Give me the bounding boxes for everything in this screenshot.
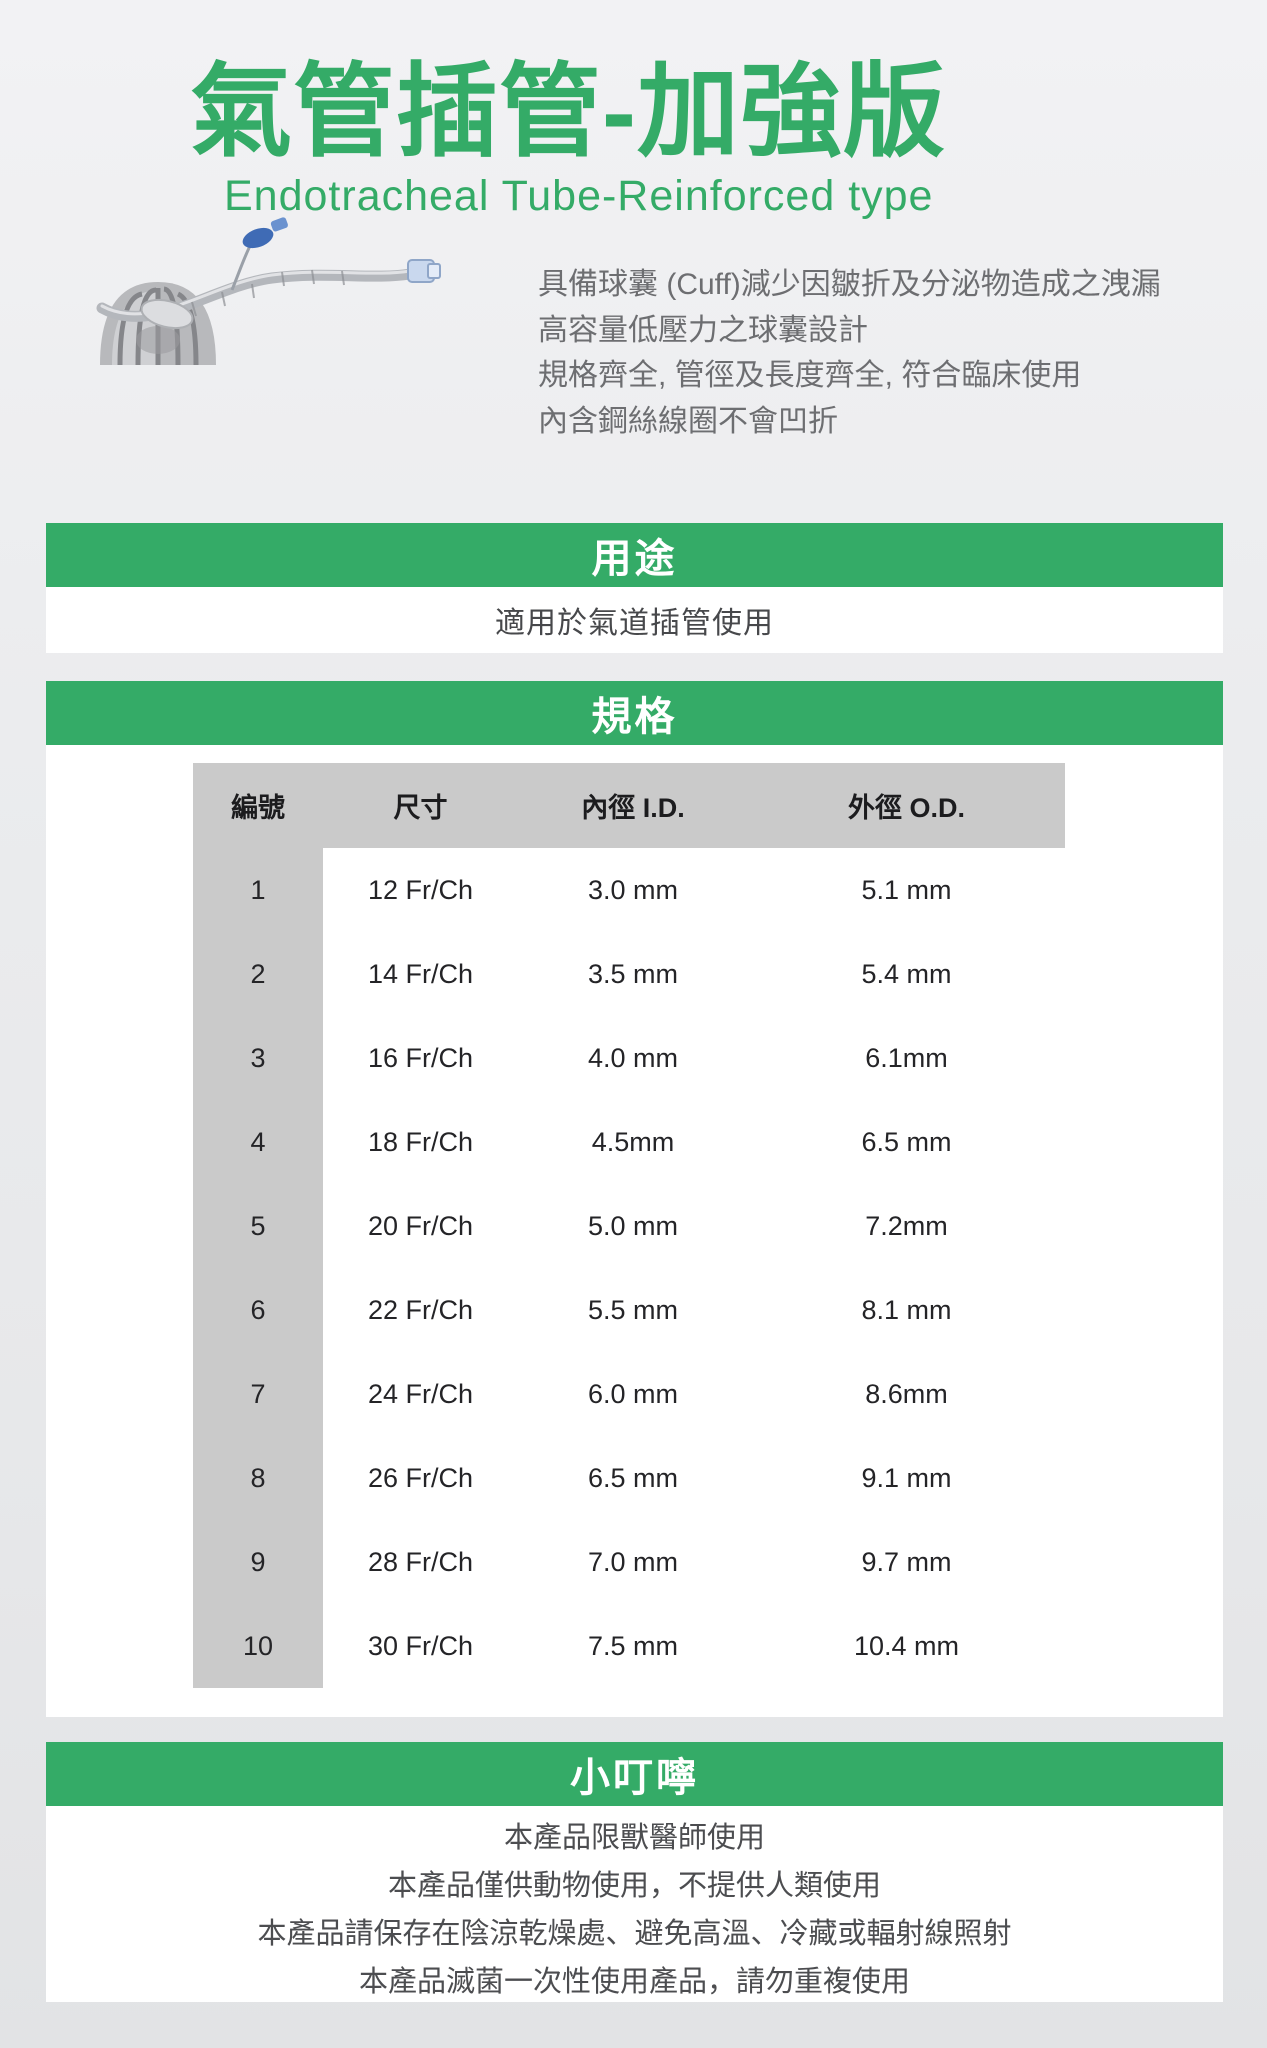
spec-table-header-row: 編號 尺寸 內徑 I.D. 外徑 O.D. bbox=[193, 763, 1065, 848]
feature-line: 具備球囊 (Cuff)減少因皺折及分泌物造成之洩漏 bbox=[538, 268, 1161, 301]
table-row: 10 30 Fr/Ch 7.5 mm 10.4 mm bbox=[193, 1604, 1065, 1688]
column-header: 尺寸 bbox=[393, 793, 448, 823]
note-line: 本產品限獸醫師使用 bbox=[503, 1822, 765, 1854]
note-line: 本產品請保存在陰涼乾燥處、避免高溫、冷藏或輻射線照射 bbox=[257, 1918, 1012, 1950]
table-cell: 5.1 mm bbox=[861, 874, 952, 905]
table-cell: 8 bbox=[193, 1436, 323, 1520]
endotracheal-tube-icon bbox=[96, 217, 441, 330]
table-cell: 5.0 mm bbox=[587, 1210, 679, 1241]
feature-list: 具備球囊 (Cuff)減少因皺折及分泌物造成之洩漏 高容量低壓力之球囊設計 規格… bbox=[538, 262, 1198, 444]
table-cell: 2 bbox=[193, 932, 323, 1016]
table-row: 7 24 Fr/Ch 6.0 mm 8.6mm bbox=[193, 1352, 1065, 1436]
column-header: 外徑 O.D. bbox=[847, 793, 965, 823]
table-cell: 6.0 mm bbox=[587, 1378, 679, 1409]
table-row: 1 12 Fr/Ch 3.0 mm 5.1 mm bbox=[193, 848, 1065, 932]
table-row: 9 28 Fr/Ch 7.0 mm 9.7 mm bbox=[193, 1520, 1065, 1604]
spec-section-header: 規格 bbox=[46, 681, 1223, 745]
notes-content: 本產品限獸醫師使用 本產品僅供動物使用，不提供人類使用 本產品請保存在陰涼乾燥處… bbox=[46, 1806, 1223, 2002]
table-cell: 7.2mm bbox=[865, 1210, 948, 1241]
page-title: 氣管插管-加強版 bbox=[190, 55, 946, 169]
table-cell: 16 Fr/Ch bbox=[367, 1042, 474, 1073]
table-row: 4 18 Fr/Ch 4.5mm 6.5 mm bbox=[193, 1100, 1065, 1184]
table-cell: 6.5 mm bbox=[861, 1126, 952, 1157]
table-cell: 4.0 mm bbox=[587, 1042, 679, 1073]
table-cell: 7.5 mm bbox=[587, 1630, 679, 1661]
table-cell: 9.1 mm bbox=[861, 1462, 952, 1493]
column-header: 內徑 I.D. bbox=[581, 793, 685, 823]
table-cell: 4.5mm bbox=[591, 1126, 675, 1157]
table-row: 3 16 Fr/Ch 4.0 mm 6.1mm bbox=[193, 1016, 1065, 1100]
feature-line: 規格齊全, 管徑及長度齊全, 符合臨床使用 bbox=[538, 359, 1082, 392]
table-row: 6 22 Fr/Ch 5.5 mm 8.1 mm bbox=[193, 1268, 1065, 1352]
table-cell: 3.0 mm bbox=[587, 874, 679, 905]
table-cell: 18 Fr/Ch bbox=[367, 1126, 474, 1157]
usage-section-header: 用途 bbox=[46, 523, 1223, 587]
table-cell: 8.6mm bbox=[865, 1378, 948, 1409]
table-cell: 10 bbox=[193, 1604, 323, 1688]
feature-line: 高容量低壓力之球囊設計 bbox=[538, 313, 868, 347]
table-cell: 8.1 mm bbox=[861, 1294, 952, 1325]
table-cell: 5 bbox=[193, 1184, 323, 1268]
table-cell: 20 Fr/Ch bbox=[367, 1210, 474, 1241]
table-cell: 6.1mm bbox=[865, 1042, 948, 1073]
table-cell: 5.4 mm bbox=[861, 958, 952, 989]
table-cell: 24 Fr/Ch bbox=[367, 1378, 474, 1409]
table-cell: 9 bbox=[193, 1520, 323, 1604]
table-cell: 9.7 mm bbox=[861, 1546, 952, 1577]
table-cell: 3.5 mm bbox=[587, 958, 679, 989]
table-cell: 30 Fr/Ch bbox=[367, 1630, 474, 1661]
usage-content: 適用於氣道插管使用 bbox=[46, 587, 1223, 653]
product-photo bbox=[96, 217, 441, 365]
column-header: 編號 bbox=[231, 793, 285, 823]
note-line: 本產品滅菌一次性使用產品，請勿重複使用 bbox=[358, 1966, 910, 1998]
notes-section-header: 小叮嚀 bbox=[46, 1742, 1223, 1806]
table-row: 5 20 Fr/Ch 5.0 mm 7.2mm bbox=[193, 1184, 1065, 1268]
table-row: 8 26 Fr/Ch 6.5 mm 9.1 mm bbox=[193, 1436, 1065, 1520]
pilot-balloon-icon bbox=[242, 227, 274, 249]
spec-table: 編號 尺寸 內徑 I.D. 外徑 O.D. 1 12 Fr/Ch 3.0 mm 5.1… bbox=[193, 763, 1065, 1688]
table-cell: 14 Fr/Ch bbox=[367, 958, 474, 989]
table-cell: 7 bbox=[193, 1352, 323, 1436]
table-cell: 7.0 mm bbox=[587, 1546, 679, 1577]
table-cell: 10.4 mm bbox=[853, 1630, 960, 1661]
table-cell: 26 Fr/Ch bbox=[367, 1462, 474, 1493]
table-cell: 28 Fr/Ch bbox=[367, 1546, 474, 1577]
table-row: 2 14 Fr/Ch 3.5 mm 5.4 mm bbox=[193, 932, 1065, 1016]
page-subtitle: Endotracheal Tube-Reinforced type bbox=[224, 172, 934, 220]
note-line: 本產品僅供動物使用，不提供人類使用 bbox=[387, 1870, 881, 1902]
table-cell: 5.5 mm bbox=[587, 1294, 679, 1325]
table-cell: 6 bbox=[193, 1268, 323, 1352]
table-cell: 6.5 mm bbox=[587, 1462, 679, 1493]
table-cell: 4 bbox=[193, 1100, 323, 1184]
table-cell: 12 Fr/Ch bbox=[367, 874, 474, 905]
feature-line: 內含鋼絲線圈不會凹折 bbox=[538, 404, 838, 438]
table-cell: 1 bbox=[193, 848, 323, 932]
table-cell: 3 bbox=[193, 1016, 323, 1100]
spec-table-body: 1 12 Fr/Ch 3.0 mm 5.1 mm 2 14 Fr/Ch 3.5 mm 5.4 … bbox=[193, 848, 1065, 1688]
table-cell: 22 Fr/Ch bbox=[367, 1294, 474, 1325]
